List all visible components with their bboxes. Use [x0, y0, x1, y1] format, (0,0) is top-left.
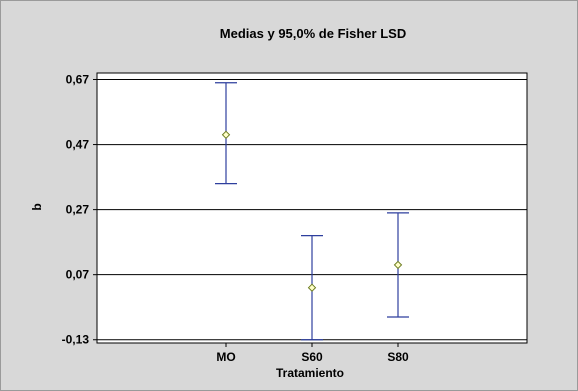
chart-title: Medias y 95,0% de Fisher LSD [220, 26, 406, 41]
y-tick-label: -0,13 [62, 333, 90, 347]
y-tick-label: 0,07 [66, 268, 90, 282]
x-axis-label: Tratamiento [276, 366, 344, 380]
x-tick-label: MO [216, 350, 235, 364]
y-ticks: -0,13 0,07 0,27 0,47 0,67 [62, 73, 97, 347]
error-bar-series [215, 82, 409, 341]
mean-marker [393, 260, 403, 270]
x-tick-label: S80 [387, 350, 409, 364]
y-axis-label: b [30, 203, 44, 210]
mean-marker [307, 283, 317, 292]
mean-marker [221, 130, 231, 140]
x-ticks: MO S60 S80 [216, 343, 409, 364]
y-tick-label: 0,47 [66, 138, 90, 152]
y-tick-label: 0,27 [66, 203, 90, 217]
x-tick-label: S60 [301, 350, 323, 364]
y-tick-label: 0,67 [66, 73, 90, 87]
